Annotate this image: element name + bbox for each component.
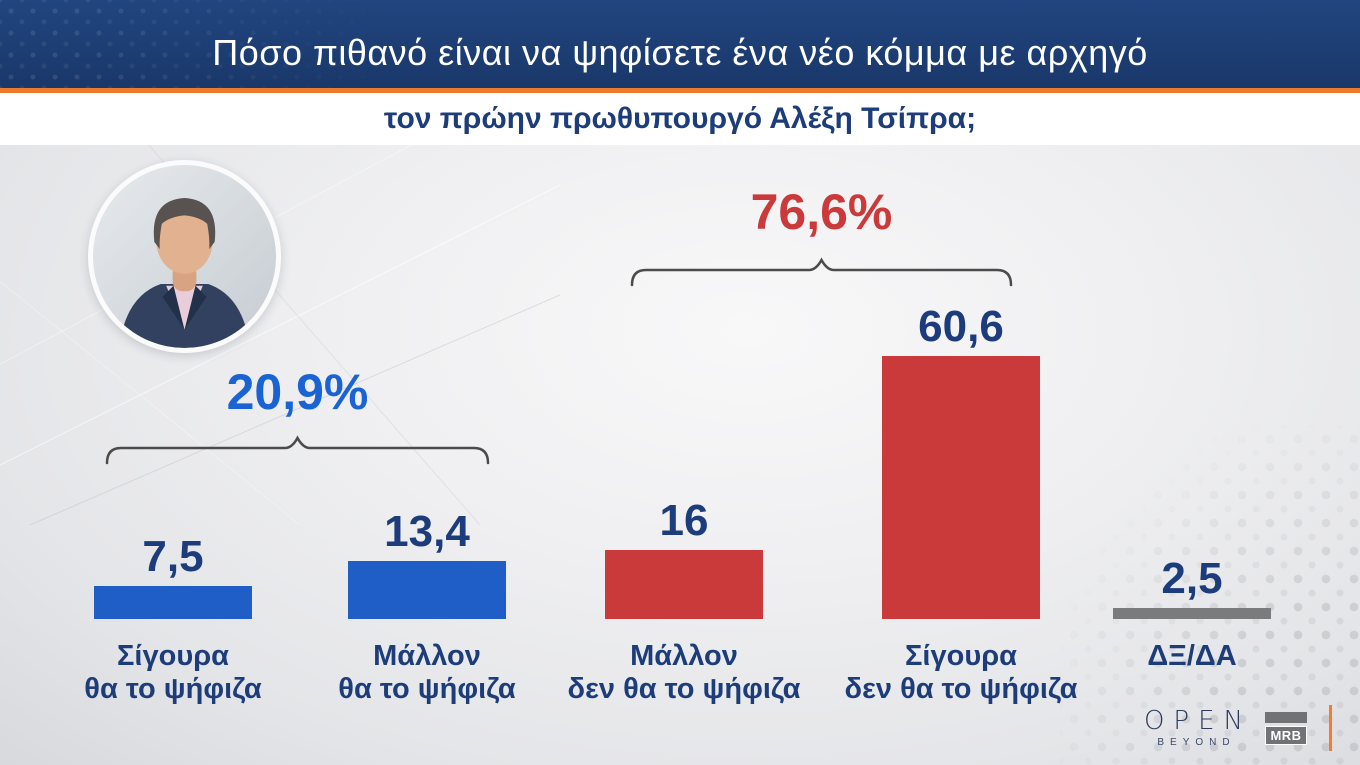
person-avatar-icon (93, 165, 276, 348)
bar-category-line: δεν θα το ψήφιζα (567, 673, 801, 706)
orange-divider (0, 88, 1360, 93)
bar-category-4: ΔΞ/ΔΑ (1052, 640, 1332, 673)
group-label-would-not-vote: 76,6% (750, 184, 893, 240)
open-tv-logo: OPEN BEYOND (1144, 708, 1243, 748)
bar-category-line: θα το ψήφιζα (338, 673, 516, 706)
bar-category-line: Σίγουρα (905, 640, 1017, 672)
bar-category-line: Μάλλον (630, 640, 738, 672)
bar-3 (882, 356, 1040, 619)
alexis-tsipras-photo (88, 160, 281, 353)
branding-logos: OPEN BEYOND MRB (1144, 705, 1332, 751)
background-lines-decoration (0, 145, 560, 525)
open-logo-text: OPEN (1143, 706, 1252, 736)
question-title: Πόσο πιθανό είναι να ψηφίσετε ένα νέο κό… (212, 32, 1148, 73)
bar-category-line: Σίγουρα (117, 640, 229, 672)
bar-category-0: Σίγουρα θα το ψήφιζα (33, 640, 313, 706)
bar-value-0: 7,5 (142, 532, 204, 581)
bar-category-line: Μάλλον (373, 640, 481, 672)
bar-category-2: Μάλλον δεν θα το ψήφιζα (544, 640, 824, 706)
bar-category-line: δεν θα το ψήφιζα (844, 673, 1078, 706)
bar-0 (94, 586, 252, 619)
bar-1 (348, 561, 506, 619)
bar-category-line: ΔΞ/ΔΑ (1147, 640, 1237, 672)
open-logo-subtext: BEYOND (1157, 737, 1236, 748)
mrb-logo-text: MRB (1265, 725, 1307, 745)
question-subtitle: τον πρώην πρωθυπουργό Αλέξη Τσίπρα; (383, 102, 977, 135)
bar-category-line: θα το ψήφιζα (84, 673, 262, 706)
bracket-would-vote (105, 435, 490, 465)
bar-4 (1113, 608, 1271, 619)
bar-value-1: 13,4 (384, 507, 470, 556)
bar-value-2: 16 (659, 496, 709, 545)
bar-2 (605, 550, 763, 619)
bar-category-1: Μάλλον θα το ψήφιζα (287, 640, 567, 706)
mrb-logo-bar (1265, 711, 1307, 723)
subtitle-strip: τον πρώην πρωθυπουργό Αλέξη Τσίπρα; (0, 93, 1360, 145)
header-bar: Πόσο πιθανό είναι να ψηφίσετε ένα νέο κό… (0, 0, 1360, 88)
mrb-logo: MRB (1265, 711, 1307, 745)
chart-area: 20,9% 76,6% 7,5 Σίγουρα θα το ψήφιζα 13,4 Μά… (0, 145, 1360, 765)
bracket-would-not-vote (630, 257, 1013, 287)
bar-value-3: 60,6 (918, 302, 1004, 351)
orange-tick-decoration (1329, 705, 1332, 751)
bar-value-4: 2,5 (1161, 554, 1223, 603)
bar-category-3: Σίγουρα δεν θα το ψήφιζα (821, 640, 1101, 706)
group-label-would-vote: 20,9% (226, 364, 369, 420)
